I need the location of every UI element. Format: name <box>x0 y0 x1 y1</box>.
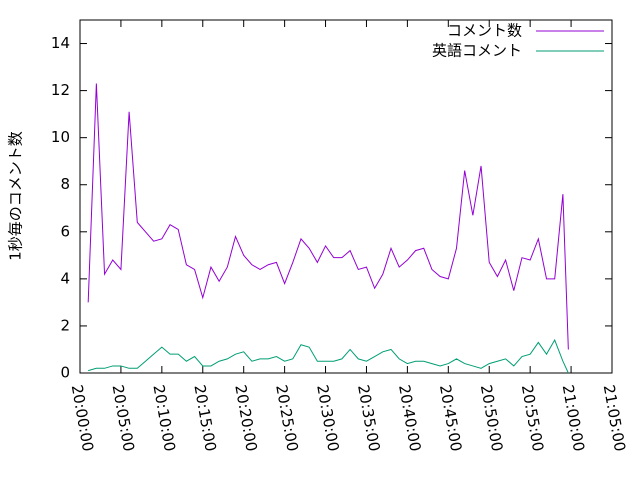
x-tick-label: 20:45:00 <box>436 383 465 452</box>
x-tick-label: 20:40:00 <box>395 383 424 452</box>
x-tick-label: 20:15:00 <box>190 383 219 452</box>
y-tick-label: 4 <box>60 269 70 287</box>
y-tick-label: 8 <box>60 175 70 193</box>
y-tick-label: 10 <box>51 128 70 146</box>
plot-frame <box>79 19 613 374</box>
y-tick-label: 0 <box>60 364 70 382</box>
x-tick-label: 20:25:00 <box>272 383 301 452</box>
x-tick-label: 20:55:00 <box>518 383 547 452</box>
x-tick-label: 20:20:00 <box>231 383 260 452</box>
legend-label: コメント数 <box>447 22 522 40</box>
x-tick-label: 20:10:00 <box>149 383 178 452</box>
legend-label: 英語コメント <box>432 42 522 60</box>
x-tick-label: 20:05:00 <box>109 383 138 452</box>
y-tick-label: 14 <box>51 34 70 52</box>
y-tick-label: 2 <box>60 316 70 334</box>
x-tick-label: 20:35:00 <box>354 383 383 452</box>
series-line <box>88 338 569 374</box>
x-tick-label: 20:30:00 <box>313 383 342 452</box>
x-tick-label: 21:00:00 <box>559 383 588 452</box>
y-tick-label: 6 <box>60 222 70 240</box>
y-tick-label: 12 <box>51 81 70 99</box>
series-line <box>87 83 569 350</box>
x-tick-label: 21:05:00 <box>600 383 629 452</box>
x-tick-label: 20:50:00 <box>477 383 506 452</box>
y-axis-label: 1秒毎のコメント数 <box>7 131 25 261</box>
x-tick-label: 20:00:00 <box>68 383 97 452</box>
